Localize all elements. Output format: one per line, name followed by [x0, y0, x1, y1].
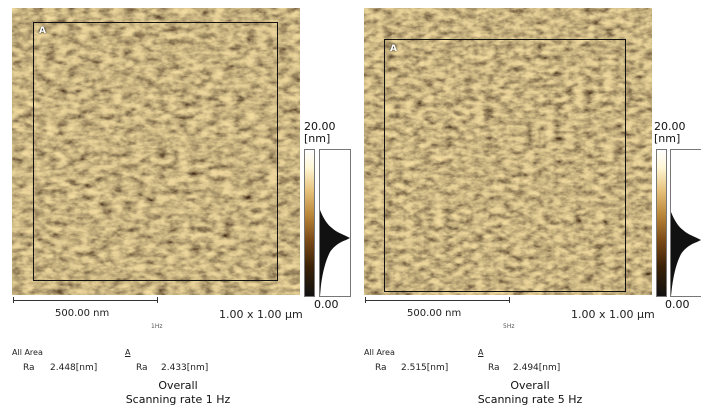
colorbar-min: 0.00: [314, 298, 339, 311]
ra-label-roi: Ra: [136, 363, 148, 373]
afm-texture: [12, 8, 300, 295]
afm-height-image: A: [12, 8, 300, 295]
caption-scan-rate: Scanning rate 5 Hz: [477, 393, 583, 406]
scalebar-label: 500.00 nm: [407, 308, 462, 319]
scalebar-label: 500.00 nm: [55, 308, 110, 319]
scan-size: 1.00 x 1.00 μm: [219, 308, 303, 321]
colorbar-min: 0.00: [665, 298, 690, 311]
ra-value-all: 2.515[nm]: [401, 363, 449, 373]
all-area-label: All Area: [12, 348, 43, 357]
scalebar: [13, 300, 158, 301]
height-histogram: [319, 149, 351, 297]
ra-label-all: Ra: [375, 363, 387, 373]
roi-label: A: [390, 44, 397, 54]
roi-label: A: [39, 26, 46, 36]
caption-overall: Overall: [510, 379, 550, 392]
ra-value-all: 2.448[nm]: [50, 363, 98, 373]
ra-value-roi: 2.494[nm]: [513, 363, 561, 373]
colorbar: [304, 149, 315, 297]
scalebar-tick-right: [509, 297, 510, 303]
scan-size: 1.00 x 1.00 μm: [571, 308, 655, 321]
colorbar-max: 20.00 [nm]: [304, 120, 336, 145]
roi-header: A: [478, 348, 484, 357]
caption-overall: Overall: [158, 379, 198, 392]
scalebar-tick-left: [365, 297, 366, 303]
scalebar-tick-right: [157, 297, 158, 303]
all-area-label: All Area: [364, 348, 395, 357]
roi-box[interactable]: [384, 39, 626, 292]
afm-panel-5hz: A 20.00 [nm] 0.00 500.00 nm 5Hz 1.00 x 1…: [351, 0, 701, 419]
colorbar: [656, 149, 667, 297]
rate-tag: 5Hz: [503, 323, 515, 330]
colorbar-max: 20.00 [nm]: [654, 120, 686, 145]
scalebar: [365, 300, 510, 301]
ra-label-all: Ra: [23, 363, 35, 373]
afm-height-image: A: [364, 8, 652, 295]
afm-panel-1hz: A 20.00 [nm] 0.00 500.00 nm 1Hz 1.00 x 1…: [0, 0, 351, 419]
rate-tag: 1Hz: [151, 323, 163, 330]
ra-label-roi: Ra: [488, 363, 500, 373]
height-histogram: [670, 149, 701, 297]
ra-value-roi: 2.433[nm]: [161, 363, 209, 373]
afm-texture: [364, 8, 652, 295]
roi-header: A: [125, 348, 131, 357]
histogram-curve: [320, 160, 350, 296]
caption-scan-rate: Scanning rate 1 Hz: [125, 393, 231, 406]
roi-box[interactable]: [33, 22, 278, 281]
histogram-curve: [671, 170, 701, 296]
scalebar-tick-left: [13, 297, 14, 303]
